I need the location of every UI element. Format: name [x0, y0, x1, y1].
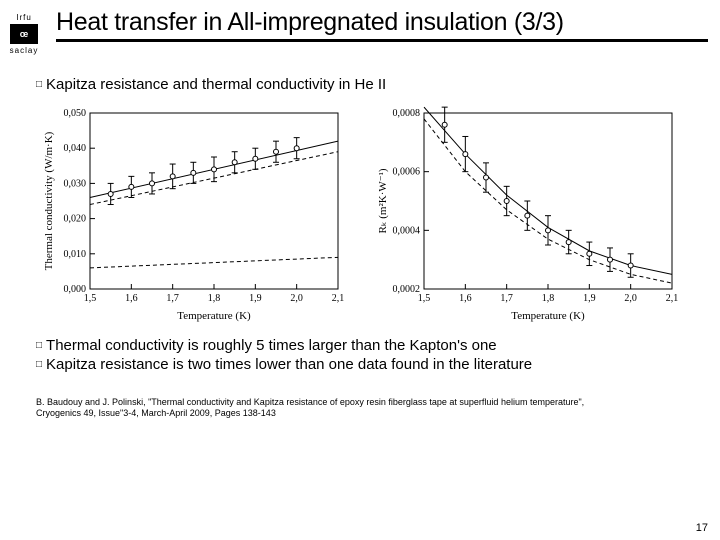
- svg-text:0,030: 0,030: [64, 178, 87, 189]
- svg-text:2,1: 2,1: [332, 293, 345, 304]
- title-underline: [56, 39, 708, 42]
- thermal-conductivity-chart: 1,51,61,71,81,92,02,10,0000,0100,0200,03…: [38, 103, 348, 323]
- intro-text: Kapitza resistance and thermal conductiv…: [46, 76, 386, 93]
- logo-top-text: Irfu: [16, 13, 32, 22]
- page-number: 17: [696, 522, 708, 534]
- svg-text:0,040: 0,040: [64, 143, 87, 154]
- svg-text:0,050: 0,050: [64, 108, 87, 119]
- svg-text:Temperature (K): Temperature (K): [177, 310, 251, 322]
- svg-text:0,000: 0,000: [64, 284, 87, 295]
- svg-text:1,6: 1,6: [459, 293, 472, 304]
- intro-bullet: □Kapitza resistance and thermal conducti…: [36, 76, 684, 93]
- svg-text:0,0004: 0,0004: [393, 225, 421, 236]
- finding-1: □Thermal conductivity is roughly 5 times…: [36, 337, 684, 354]
- logo-bottom-text: saclay: [10, 46, 39, 55]
- svg-text:0,0002: 0,0002: [393, 284, 421, 295]
- svg-text:2,0: 2,0: [624, 293, 637, 304]
- findings-list: □Thermal conductivity is roughly 5 times…: [36, 337, 684, 373]
- svg-text:0,020: 0,020: [64, 214, 87, 225]
- finding-2: □Kapitza resistance is two times lower t…: [36, 356, 684, 373]
- svg-text:1,7: 1,7: [500, 293, 513, 304]
- svg-text:1,6: 1,6: [125, 293, 138, 304]
- page-title: Heat transfer in All-impregnated insulat…: [56, 8, 708, 37]
- svg-text:Temperature (K): Temperature (K): [511, 310, 585, 322]
- citation: B. Baudouy and J. Polinski, "Thermal con…: [36, 397, 676, 420]
- svg-text:2,0: 2,0: [290, 293, 303, 304]
- svg-text:1,8: 1,8: [208, 293, 221, 304]
- svg-text:2,1: 2,1: [666, 293, 679, 304]
- svg-text:1,9: 1,9: [583, 293, 596, 304]
- svg-text:Rₖ (m²K·W⁻¹): Rₖ (m²K·W⁻¹): [377, 168, 389, 233]
- svg-text:0,010: 0,010: [64, 249, 87, 260]
- org-logo: Irfu œ saclay: [0, 0, 48, 64]
- svg-text:1,7: 1,7: [166, 293, 179, 304]
- slide-content: □Kapitza resistance and thermal conducti…: [0, 64, 720, 420]
- logo-cea-icon: œ: [10, 24, 38, 44]
- title-wrap: Heat transfer in All-impregnated insulat…: [48, 0, 720, 50]
- svg-text:1,9: 1,9: [249, 293, 261, 304]
- citation-line-1: B. Baudouy and J. Polinski, "Thermal con…: [36, 397, 676, 408]
- svg-text:1,8: 1,8: [542, 293, 555, 304]
- charts-row: 1,51,61,71,81,92,02,10,0000,0100,0200,03…: [36, 103, 684, 323]
- citation-line-2: Cryogenics 49, Issue"3-4, March-April 20…: [36, 408, 676, 419]
- svg-text:0,0008: 0,0008: [393, 108, 421, 119]
- slide-header: Irfu œ saclay Heat transfer in All-impre…: [0, 0, 720, 64]
- kapitza-resistance-chart: 1,51,61,71,81,92,02,10,00020,00040,00060…: [372, 103, 682, 323]
- svg-text:0,0006: 0,0006: [393, 167, 421, 178]
- svg-text:Thermal conductivity (W/m·K): Thermal conductivity (W/m·K): [43, 131, 55, 270]
